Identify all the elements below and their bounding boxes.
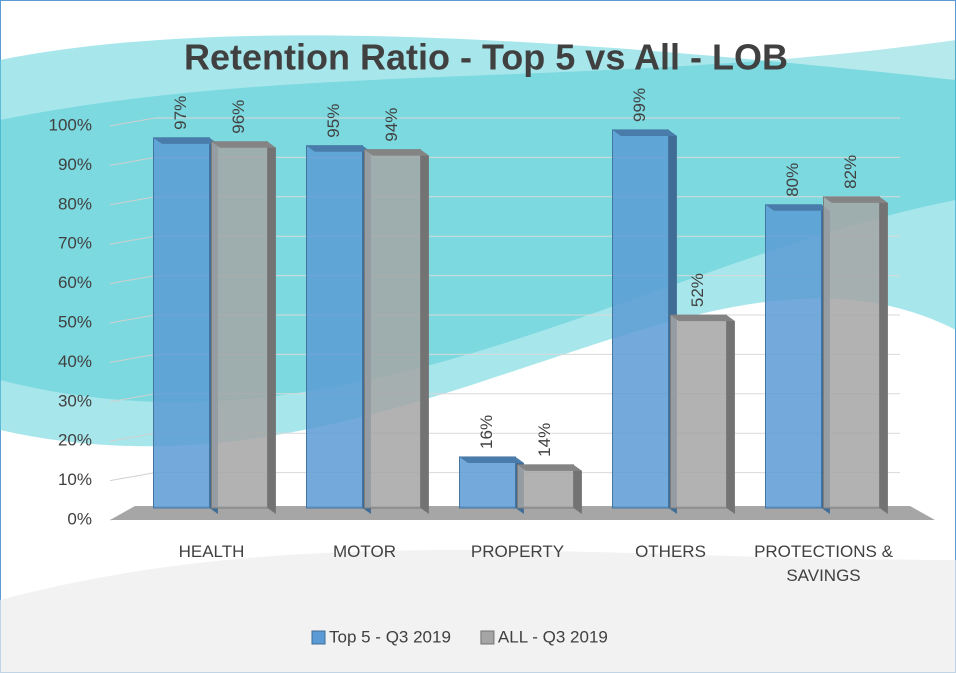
y-tick-label: 40% xyxy=(58,352,92,371)
bar xyxy=(153,137,210,509)
grid-line xyxy=(109,472,156,482)
y-tick-label: 100% xyxy=(49,115,92,134)
y-tick-label: 80% xyxy=(58,194,92,213)
bar-top xyxy=(765,204,830,211)
bar-side xyxy=(267,141,276,514)
value-label: 14% xyxy=(535,423,554,457)
bar-top xyxy=(670,315,735,322)
bar-top xyxy=(517,464,582,471)
bar xyxy=(765,204,822,509)
chart-title: Retention Ratio - Top 5 vs All - LOB xyxy=(184,37,788,78)
bar xyxy=(364,149,421,509)
legend-label: Top 5 - Q3 2019 xyxy=(329,627,451,646)
y-tick-label: 0% xyxy=(67,509,92,528)
value-label: 80% xyxy=(783,163,802,197)
y-tick-label: 70% xyxy=(58,234,92,253)
legend-swatch xyxy=(480,630,495,645)
bar xyxy=(211,141,268,509)
value-label: 82% xyxy=(841,155,860,189)
bar xyxy=(517,464,574,509)
bar xyxy=(823,196,880,509)
grid-line xyxy=(109,275,156,285)
bar xyxy=(306,145,363,509)
grid-line xyxy=(109,235,156,245)
bar-top xyxy=(364,149,429,156)
value-label: 96% xyxy=(229,100,248,134)
value-label: 52% xyxy=(688,273,707,307)
y-tick-label: 90% xyxy=(58,155,92,174)
y-tick-label: 30% xyxy=(58,391,92,410)
value-label: 16% xyxy=(477,415,496,449)
x-tick-label: PROTECTIONS & SAVINGS xyxy=(754,542,893,585)
value-label: 99% xyxy=(630,88,649,122)
bar-top xyxy=(211,141,276,148)
bar-top xyxy=(612,129,677,136)
grid-line xyxy=(109,314,156,324)
x-tick-label: HEALTH xyxy=(178,542,245,561)
grid-line xyxy=(109,353,156,363)
bar xyxy=(612,129,669,509)
bar-side xyxy=(573,464,582,514)
y-tick-label: 20% xyxy=(58,431,92,450)
grid-line xyxy=(109,196,156,206)
bar-top xyxy=(306,145,371,152)
bar xyxy=(459,456,516,509)
bar xyxy=(670,314,727,509)
x-tick-label: MOTOR xyxy=(333,542,396,561)
value-label: 97% xyxy=(171,96,190,130)
y-tick-label: 10% xyxy=(58,470,92,489)
y-tick-label: 60% xyxy=(58,273,92,292)
bar-top xyxy=(823,196,888,203)
value-label: 94% xyxy=(382,108,401,142)
bar-side xyxy=(726,315,735,514)
legend-label: ALL - Q3 2019 xyxy=(498,627,608,646)
x-tick-label: PROPERTY xyxy=(470,542,565,561)
y-tick-label: 50% xyxy=(58,312,92,331)
bar-side xyxy=(879,196,888,515)
decoration xyxy=(0,550,956,673)
grid-line xyxy=(109,156,156,166)
grid-line xyxy=(109,393,156,403)
bar-top xyxy=(459,456,524,463)
grid-line xyxy=(109,117,156,127)
bar-top xyxy=(153,137,218,144)
bar-side xyxy=(420,149,429,514)
legend-swatch xyxy=(311,630,326,645)
value-label: 95% xyxy=(324,104,343,138)
grid-line xyxy=(109,432,156,442)
x-tick-label: OTHERS xyxy=(635,542,706,561)
